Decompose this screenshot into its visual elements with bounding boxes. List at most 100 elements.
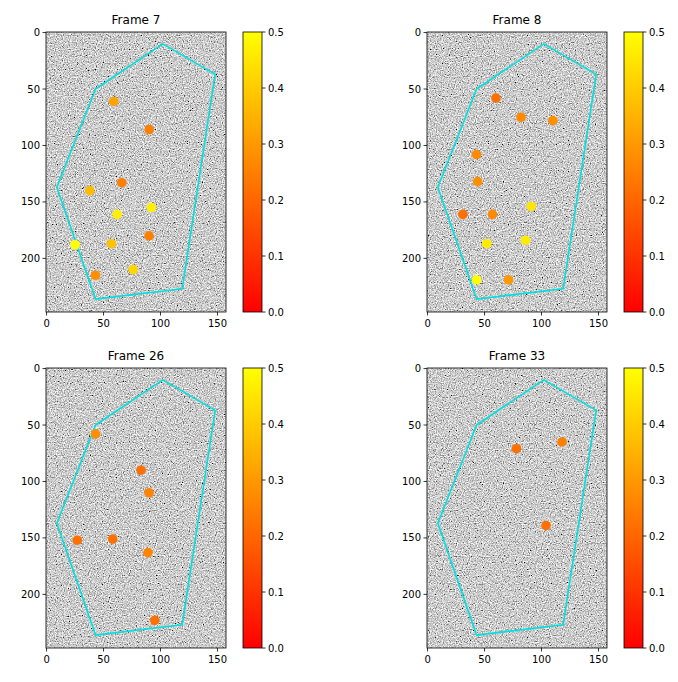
point: [491, 93, 501, 103]
colorbar-tick: [262, 144, 266, 145]
point: [144, 125, 154, 135]
y-tick-label: 100: [402, 476, 421, 487]
x-tick-label: 0: [424, 654, 430, 665]
colorbar-tick-label: 0.0: [268, 307, 284, 318]
image-noise: [46, 32, 226, 312]
point: [488, 210, 498, 220]
x-tick: [427, 648, 428, 652]
colorbar: [243, 32, 262, 312]
colorbar: [243, 368, 262, 648]
image-ground: [427, 368, 607, 648]
point: [472, 275, 482, 285]
x-tick: [160, 312, 161, 316]
colorbar-tick: [643, 32, 647, 33]
colorbar-tick-label: 0.3: [268, 475, 284, 486]
point: [91, 271, 101, 281]
colorbar-tick: [643, 648, 647, 649]
y-tick-label: 0: [415, 27, 421, 38]
colorbar-tick-label: 0.5: [268, 363, 284, 374]
x-tick: [598, 648, 599, 652]
colorbar-tick: [262, 592, 266, 593]
x-tick: [46, 312, 47, 316]
x-tick-label: 150: [208, 318, 227, 329]
point: [541, 521, 551, 531]
y-tick: [43, 594, 47, 595]
y-tick-label: 200: [402, 589, 421, 600]
x-tick: [160, 648, 161, 652]
image-ground: [46, 368, 226, 648]
x-tick-label: 100: [151, 654, 170, 665]
colorbar-tick-label: 0.3: [649, 139, 665, 150]
x-tick: [217, 312, 218, 316]
image: [427, 32, 607, 312]
x-tick-label: 100: [532, 318, 551, 329]
colorbar-tick: [643, 536, 647, 537]
panel: 050100150050100150200Frame 80.00.10.20.3…: [402, 13, 665, 329]
point: [472, 150, 482, 160]
colorbar-tick-label: 0.0: [649, 307, 665, 318]
y-tick: [43, 368, 47, 369]
colorbar: [624, 32, 643, 312]
point: [108, 534, 118, 544]
y-tick: [424, 258, 428, 259]
x-tick-label: 0: [43, 654, 49, 665]
y-tick: [424, 481, 428, 482]
colorbar-tick-label: 0.5: [649, 27, 665, 38]
colorbar-tick: [643, 256, 647, 257]
colorbar-tick: [643, 200, 647, 201]
x-tick-label: 50: [97, 318, 110, 329]
point: [548, 116, 558, 126]
point: [91, 429, 101, 439]
plot-area: [438, 380, 596, 635]
point: [144, 231, 154, 241]
y-tick: [424, 89, 428, 90]
x-tick: [541, 648, 542, 652]
point: [143, 548, 153, 558]
point: [516, 112, 526, 122]
y-tick-label: 200: [21, 253, 40, 264]
y-tick: [43, 89, 47, 90]
colorbar-tick: [643, 480, 647, 481]
colorbar-tick: [643, 312, 647, 313]
colorbar-tick-label: 0.4: [268, 419, 284, 430]
point: [458, 210, 468, 220]
point: [557, 437, 567, 447]
colorbar-tick: [262, 200, 266, 201]
x-tick: [103, 312, 104, 316]
y-tick: [43, 481, 47, 482]
colorbar-tick-label: 0.2: [649, 531, 665, 542]
x-tick: [484, 312, 485, 316]
y-tick-label: 0: [415, 363, 421, 374]
colorbar-tick-label: 0.2: [268, 195, 284, 206]
y-tick-label: 200: [21, 589, 40, 600]
y-tick-label: 150: [21, 532, 40, 543]
point: [128, 265, 138, 275]
point: [512, 444, 522, 454]
y-tick-label: 0: [34, 363, 40, 374]
x-tick-label: 0: [43, 318, 49, 329]
x-tick: [427, 312, 428, 316]
point: [147, 203, 157, 213]
y-tick-label: 150: [402, 196, 421, 207]
region-outline: [438, 44, 596, 299]
y-tick-label: 150: [21, 196, 40, 207]
colorbar-tick: [262, 32, 266, 33]
point: [70, 240, 80, 250]
panel: 050100150050100150200Frame 330.00.10.20.…: [402, 349, 665, 665]
x-tick: [217, 648, 218, 652]
colorbar-tick-label: 0.4: [268, 83, 284, 94]
image: [46, 32, 226, 312]
colorbar-tick-label: 0.1: [268, 587, 284, 598]
colorbar-tick-label: 0.1: [268, 251, 284, 262]
colorbar-tick-label: 0.3: [649, 475, 665, 486]
plot-frame: [46, 32, 226, 312]
x-tick-label: 100: [532, 654, 551, 665]
y-tick: [43, 425, 47, 426]
image-noise: [46, 368, 226, 648]
colorbar-tick: [262, 256, 266, 257]
plot-frame: [427, 368, 607, 648]
panel-title: Frame 26: [108, 349, 164, 363]
colorbar-tick-label: 0.4: [649, 83, 665, 94]
image-noise: [427, 32, 607, 312]
colorbar-tick: [262, 648, 266, 649]
